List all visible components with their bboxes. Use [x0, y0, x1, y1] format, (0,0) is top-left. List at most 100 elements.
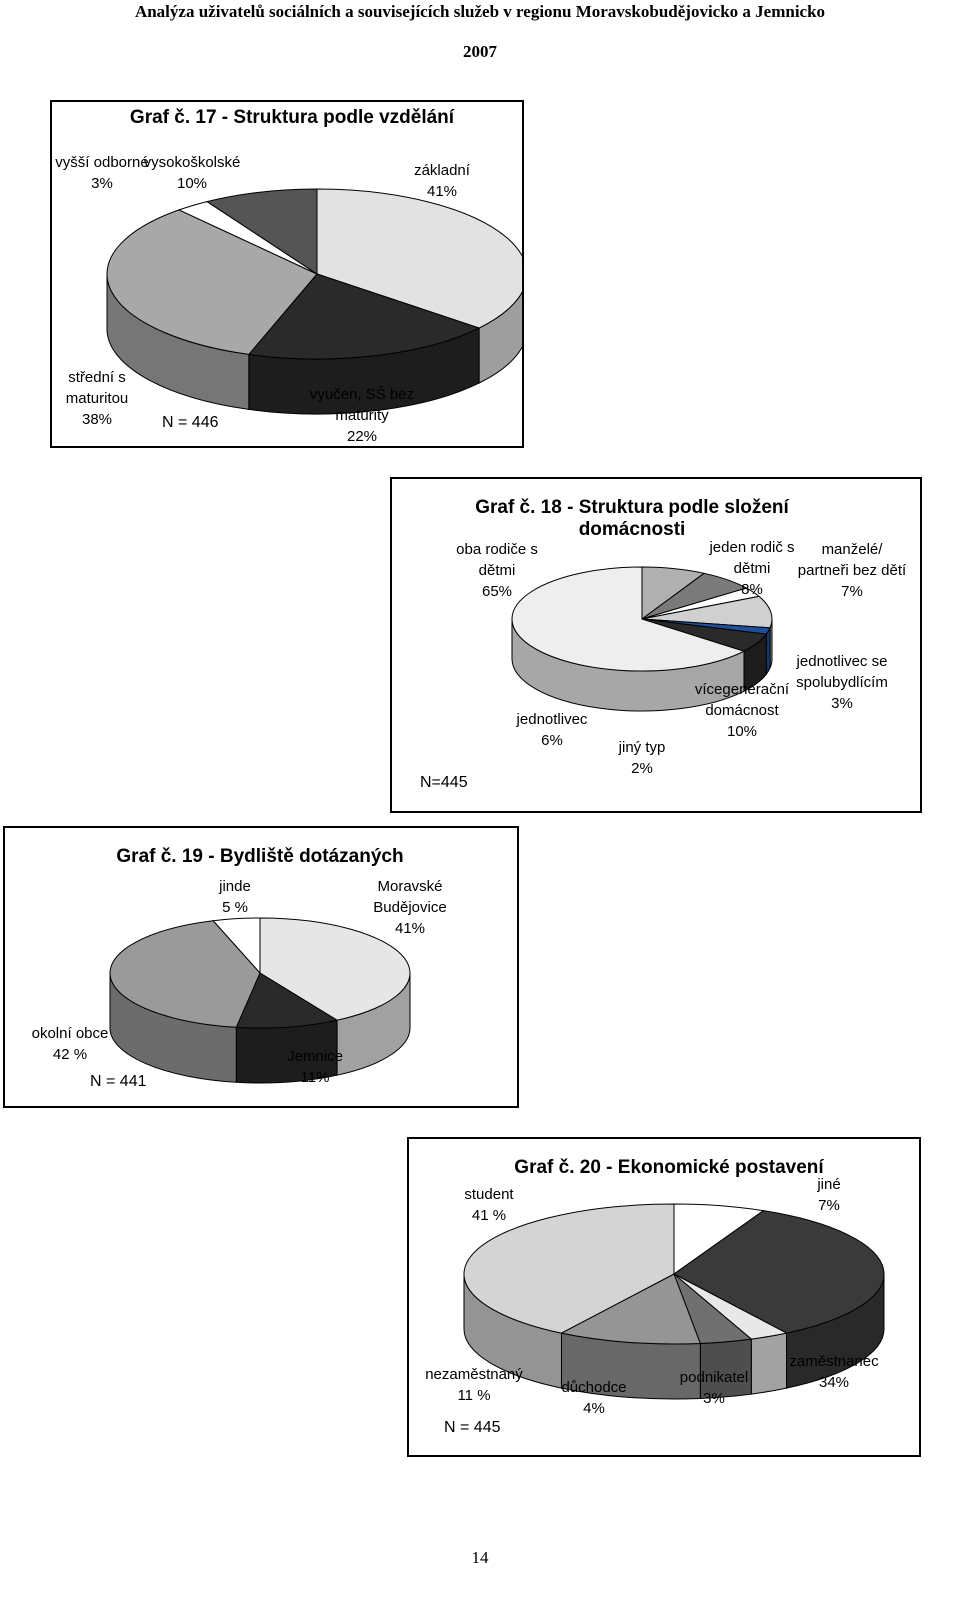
- slice-value-label: 7%: [818, 1197, 840, 1214]
- slice-category: podnikatel: [679, 1369, 749, 1386]
- slice-category: student: [464, 1186, 514, 1203]
- slice-value-label: 22%: [346, 428, 378, 445]
- slice-side: [765, 627, 771, 676]
- chart-title: Graf č. 20 - Ekonomické postavení: [514, 1157, 824, 1178]
- slice-label: jeden rodič s dětmi 8%: [697, 537, 807, 600]
- sample-size: N = 446: [162, 414, 219, 431]
- header-title: Analýza uživatelů sociálních a souvisejí…: [134, 2, 826, 21]
- slice-category: jinde: [219, 878, 251, 895]
- slice: [212, 917, 261, 975]
- slice-category: Jemnice: [287, 1048, 343, 1065]
- pie-tops: [106, 188, 522, 360]
- slice-category: jednotlivec se spolubydlícím: [796, 653, 888, 691]
- slice-category: manželé/ partneři bez dětí: [797, 541, 907, 579]
- sample-size: N = 441: [90, 1073, 147, 1090]
- slice-label: jiný typ 2%: [587, 737, 697, 779]
- slice-label: oba rodiče s dětmi 65%: [442, 539, 552, 602]
- slice-value-label: 38%: [81, 411, 113, 428]
- slice: [560, 1273, 702, 1345]
- pie-tops: [109, 917, 411, 1029]
- slice-category: jiné: [817, 1176, 841, 1193]
- slice-label: střední s maturitou 38%: [42, 367, 152, 430]
- slice-category: vyšší odborné: [55, 154, 149, 171]
- slice-value-label: 3%: [91, 175, 113, 192]
- slice-value-label: 6%: [541, 732, 563, 749]
- slice: [259, 917, 411, 1021]
- slice-label: vícegenerační domácnost 10%: [687, 679, 797, 742]
- slice-value-label: 10%: [176, 175, 208, 192]
- slice-category: zaměstnanec: [789, 1353, 879, 1370]
- page-number: 14: [471, 1548, 489, 1567]
- slice-label: jinde 5 %: [180, 876, 290, 918]
- slice: [316, 188, 522, 329]
- pie-sides: [109, 972, 411, 1084]
- pie-chart: [511, 566, 773, 712]
- slice-category: základní: [414, 162, 470, 179]
- slice-label: důchodce 4%: [539, 1377, 649, 1419]
- chart-title: Graf č. 17 - Struktura podle vzdělání: [129, 107, 455, 128]
- slice-value-label: 3%: [703, 1390, 725, 1407]
- slice-value-label: 42 %: [52, 1046, 88, 1063]
- pie-tops: [463, 1203, 885, 1345]
- slice-value-label: 3%: [831, 695, 853, 712]
- slice-value-label: 41%: [426, 183, 458, 200]
- slice-label: vyšší odborné 3%: [47, 152, 157, 194]
- slice: [109, 920, 261, 1028]
- slice-label: okolní obce 42 %: [15, 1023, 125, 1065]
- slice-category: oba rodiče s dětmi: [456, 541, 538, 579]
- pie-chart: [463, 1203, 885, 1400]
- slice-value-label: 4%: [583, 1400, 605, 1417]
- chart-box: Moravské Budějovice 41% Jemnice 11% okolní o…: [3, 826, 519, 1108]
- slice: [205, 188, 318, 275]
- slice-category: jiný typ: [618, 739, 666, 756]
- slice-value-label: 5 %: [222, 899, 248, 916]
- slice-value-label: 7%: [841, 583, 863, 600]
- chart-title: Graf č. 18 - Struktura podle složení dom…: [475, 497, 789, 540]
- slice: [106, 209, 318, 355]
- chart-box: základní 41% vyučen, SŠ bez maturity 22% stř…: [50, 100, 524, 448]
- slice-value-label: 8%: [741, 581, 763, 598]
- slice-category: jednotlivec: [516, 711, 588, 728]
- slice-category: vícegenerační domácnost: [694, 681, 790, 719]
- slice: [235, 972, 339, 1029]
- slice-category: Moravské Budějovice: [373, 878, 447, 916]
- slice-label: nezaměstnaný 11 %: [419, 1364, 529, 1406]
- slice-label: student 41 %: [434, 1184, 544, 1226]
- slice-label: vysokoškolské 10%: [137, 152, 247, 194]
- slice-label: manželé/ partneři bez dětí 7%: [797, 539, 907, 602]
- slice-value-label: 2%: [631, 760, 653, 777]
- slice: [673, 1210, 885, 1334]
- slice-value-label: 41 %: [471, 1207, 507, 1224]
- slice-label: jiné 7%: [774, 1174, 884, 1216]
- slice-label: zaměstnanec 34%: [779, 1351, 889, 1393]
- slice-value-label: 10%: [726, 723, 758, 740]
- slice-label: vyučen, SŠ bez maturity 22%: [307, 384, 417, 447]
- slice-label: základní 41%: [387, 160, 497, 202]
- slice-category: okolní obce: [31, 1025, 109, 1042]
- chart-title: Graf č. 19 - Bydliště dotázaných: [116, 846, 404, 867]
- slice-value-label: 11 %: [457, 1387, 491, 1404]
- header-year: 2007: [463, 42, 497, 61]
- pie-chart: [109, 917, 411, 1084]
- slice: [463, 1203, 675, 1334]
- slice-label: podnikatel 3%: [659, 1367, 769, 1409]
- slice-label: jednotlivec se spolubydlícím 3%: [787, 651, 897, 714]
- slice: [247, 273, 481, 360]
- pie-sides: [106, 273, 522, 415]
- slice-category: střední s maturitou: [65, 369, 129, 407]
- slice-label: Jemnice 11%: [260, 1046, 370, 1088]
- slice-label: jednotlivec 6%: [497, 709, 607, 751]
- slice-category: jeden rodič s dětmi: [709, 539, 795, 577]
- slice-value-label: 41%: [394, 920, 426, 937]
- slice-value-label: 65%: [481, 583, 513, 600]
- slice: [641, 595, 773, 629]
- chart-box: jiné 7% zaměstnanec 34% podnikatel 3% důchodce…: [407, 1137, 921, 1457]
- sample-size: N = 445: [444, 1419, 501, 1436]
- pie-sides: [463, 1273, 885, 1400]
- slice-category: důchodce: [561, 1379, 627, 1396]
- slice-category: vyučen, SŠ bez maturity: [309, 386, 415, 424]
- pie-chart: [106, 188, 522, 415]
- sample-size: N=445: [420, 774, 468, 791]
- slice-category: vysokoškolské: [143, 154, 241, 171]
